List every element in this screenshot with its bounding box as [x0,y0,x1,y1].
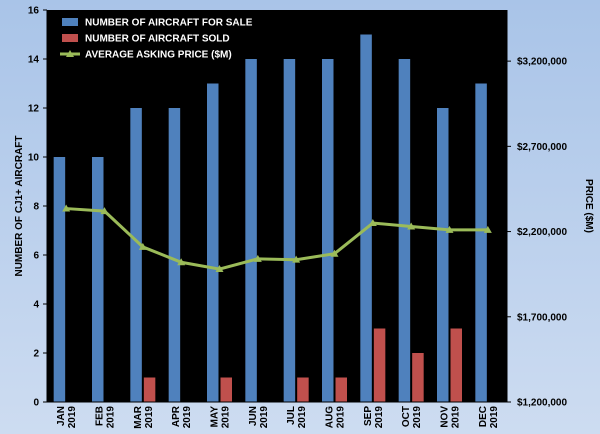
legend-marker [66,50,74,57]
y-tick-label: 8 [33,202,39,213]
bar-for-sale-11 [475,83,487,402]
bar-sold-10 [450,328,462,402]
x-tick-month: JUN [248,406,259,426]
legend-label: NUMBER OF AIRCRAFT FOR SALE [85,18,253,29]
legend-label: AVERAGE ASKING PRICE ($M) [85,50,232,61]
price-point-1 [100,207,109,215]
x-tick-year: 2019 [412,406,423,429]
x-tick-month: APR [171,405,182,427]
legend-box [58,14,233,64]
bar-for-sale-6 [283,59,296,402]
bar-for-sale-1 [92,157,104,402]
price-point-4 [215,265,224,273]
y-tick-label: 12 [28,104,40,115]
bar-for-sale-4 [207,83,219,402]
x-tick-month: DEC [478,406,489,427]
x-tick-label: MAY 2019 [210,406,232,429]
x-tick-month: FEB [95,406,106,426]
legend-swatch [62,18,78,26]
legend: NUMBER OF AIRCRAFT FOR SALE NUMBER OF AIR… [58,14,253,64]
x-tick-month: JUL [286,406,297,425]
price-point-5 [253,254,262,262]
x-tick-month: OCT [401,406,412,427]
bar-for-sale-9 [398,59,411,402]
y-tick-label: 14 [28,55,40,66]
x-tick-year: 2019 [374,406,385,429]
x-tick-label: MAR 2019 [133,405,155,429]
x-tick-label: NOV 2019 [440,406,462,429]
price-line-group [62,204,492,273]
y2-tick-label: $2,700,000 [517,142,567,153]
x-tick-year: 2019 [451,406,462,429]
bar-for-sale-10 [437,108,449,402]
y-tick-label: 10 [28,153,40,164]
y2-axis-title: PRICE ($M) [583,179,594,233]
x-tick-label: OCT 2019 [401,406,423,429]
x-tick-label: AUG 2019 [325,406,347,429]
x-tick-label: SEP 2019 [363,406,385,429]
bar-for-sale-3 [168,108,181,402]
price-point-6 [292,255,301,263]
y2-tick-label: $2,200,000 [517,227,567,238]
x-tick-year: 2019 [106,406,117,429]
x-tick-label: JAN 2019 [56,406,78,429]
price-point-3 [177,258,186,266]
x-tick-month: JAN [56,406,67,426]
y-tick-label: 2 [33,349,39,360]
bar-for-sale-2 [130,108,142,402]
x-tick-year: 2019 [182,406,193,429]
y-tick-label: 16 [28,6,40,17]
price-point-9 [407,222,416,230]
bar-for-sale-8 [360,34,372,402]
x-tick-year: 2019 [67,406,78,429]
bar-sold-2 [143,377,156,402]
price-point-7 [330,249,339,257]
price-point-8 [368,219,377,227]
x-tick-year: 2019 [297,406,308,429]
price-point-0 [62,204,71,212]
bar-sold-4 [220,377,232,402]
x-tick-month: NOV [440,406,451,428]
price-point-2 [138,242,147,250]
legend-swatch [62,34,78,42]
bar-sold-7 [335,377,347,402]
bar-group [53,34,487,402]
x-tick-month: MAY [210,406,221,428]
x-tick-year: 2019 [489,406,500,429]
x-tick-year: 2019 [336,406,347,429]
price-line [66,207,488,271]
y-tick-label: 4 [33,300,39,311]
legend-label: NUMBER OF AIRCRAFT SOLD [85,34,230,45]
price-point-10 [445,225,454,233]
x-tick-year: 2019 [221,406,232,429]
y-tick-label: 6 [33,251,39,262]
y-tick-label: 0 [33,398,39,409]
x-tick-month: SEP [363,406,374,426]
price-point-11 [483,225,492,233]
y2-tick-label: $1,200,000 [517,398,567,409]
bar-for-sale-5 [245,59,257,402]
x-tick-year: 2019 [144,406,155,429]
bar-sold-8 [373,328,386,402]
x-tick-month: MAR [133,405,144,429]
y-axis-title: NUMBER OF CJ1+ AIRCRAFT [14,135,25,276]
x-tick-label: APR 2019 [171,405,193,428]
x-tick-label: FEB 2019 [95,406,117,429]
bar-for-sale-7 [322,59,334,402]
bar-sold-6 [297,377,309,402]
plot-area [47,10,507,402]
x-tick-month: AUG [325,406,336,428]
x-tick-year: 2019 [259,406,270,429]
axes: 0 2 4 6 8 10 12 14 16 $1,200,000 $1,700,000 $2,200,… [28,6,568,429]
x-tick-label: DEC 2019 [478,406,500,429]
x-tick-label: JUN 2019 [248,406,270,429]
bar-for-sale-0 [53,157,66,402]
bar-sold-9 [412,353,424,402]
y2-tick-label: $1,700,000 [517,312,567,323]
x-tick-label: JUL 2019 [286,406,308,429]
y2-tick-label: $3,200,000 [517,57,567,68]
